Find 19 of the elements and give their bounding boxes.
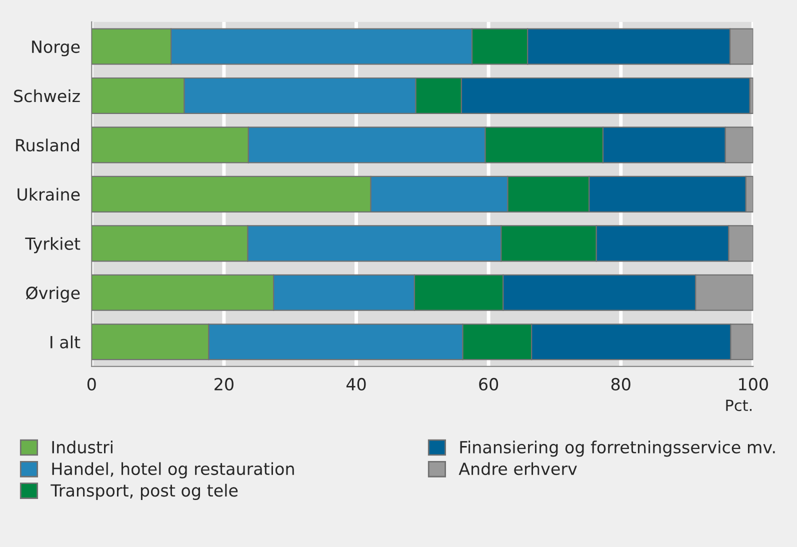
y-tick-label: I alt [50,336,80,348]
x-axis-title: Pct. [726,400,752,412]
x-tick-label: 0 [87,378,96,390]
x-tick-label: 20 [214,378,234,390]
x-tick-label: 100 [739,378,768,390]
y-tick-label: Norge [32,40,80,56]
y-tick-label: Tyrkiet [25,237,80,254]
legend-label: Transport, post og tele [50,484,238,500]
y-tick-label: Øvrige [26,286,80,302]
legend-label: Finansiering og forretningsservice mv. [460,440,775,457]
y-tick-label: Rusland [16,138,80,152]
legend-label: Andre erhverv [458,462,577,476]
x-tick-label: 60 [479,378,498,390]
x-tick-label: 40 [346,378,366,390]
y-tick-label: Ukraine [18,188,80,201]
x-tick-label: 80 [611,378,630,390]
legend-label: Handel, hotel og restauration [52,462,294,478]
y-tick-label: Schweiz [14,89,80,102]
legend-label: Industri [52,440,112,454]
